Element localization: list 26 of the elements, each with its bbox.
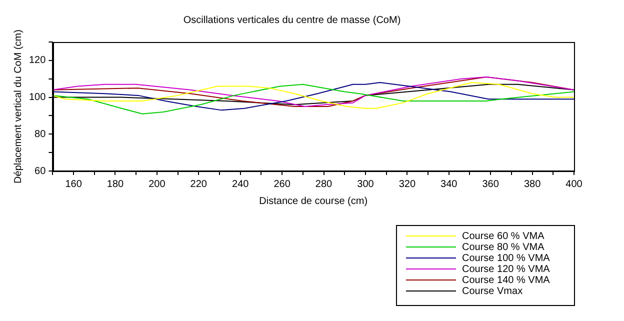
y-axis-title: Déplacement vertical du CoM (cm) bbox=[12, 30, 24, 184]
chart-title: Oscillations verticales du centre de masse (CoM) bbox=[183, 14, 401, 26]
x-tick-label: 280 bbox=[315, 178, 333, 190]
y-tick-label: 80 bbox=[34, 128, 46, 140]
legend-label: Course 140 % VMA bbox=[462, 274, 550, 286]
y-tick-label: 120 bbox=[28, 55, 46, 66]
x-tick-label: 220 bbox=[190, 178, 208, 190]
legend-label: Course 100 % VMA bbox=[462, 252, 550, 264]
y-tick-label: 100 bbox=[28, 92, 46, 104]
x-tick-label: 400 bbox=[566, 178, 583, 190]
x-tick-label: 360 bbox=[482, 178, 500, 190]
x-axis-title: Distance de course (cm) bbox=[259, 196, 368, 207]
x-tick-label: 260 bbox=[274, 178, 291, 190]
x-tick-label: 180 bbox=[106, 178, 124, 190]
x-tick-label: 240 bbox=[232, 178, 250, 190]
legend-label: Course 120 % VMA bbox=[462, 264, 550, 275]
x-tick-label: 200 bbox=[148, 178, 166, 190]
x-tick-label: 340 bbox=[440, 178, 458, 190]
x-tick-label: 300 bbox=[357, 178, 374, 190]
legend-label: Course 60 % VMA bbox=[462, 230, 545, 242]
legend-label: Course 80 % VMA bbox=[462, 242, 545, 253]
x-tick-label: 160 bbox=[65, 178, 82, 190]
x-tick-label: 380 bbox=[524, 178, 542, 190]
x-tick-label: 320 bbox=[398, 178, 416, 190]
y-tick-label: 60 bbox=[34, 166, 46, 177]
legend-label: Course Vmax bbox=[462, 286, 523, 297]
